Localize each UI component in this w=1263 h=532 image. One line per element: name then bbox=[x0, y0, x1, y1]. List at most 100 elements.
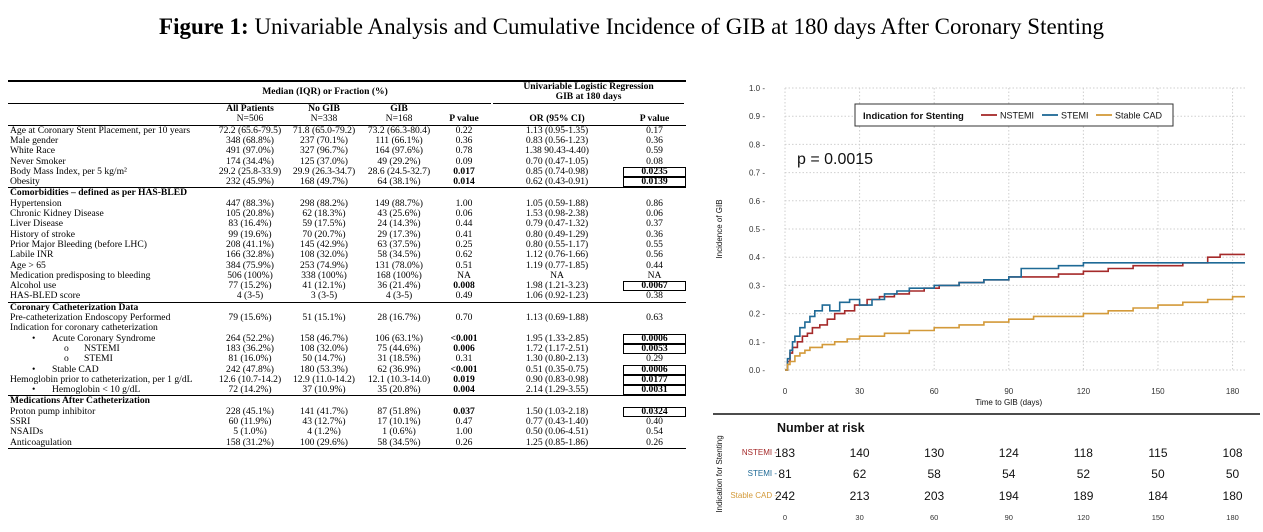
cell-nogib: 298 (88.2%) bbox=[300, 198, 348, 209]
table-row: • Acute Coronary Syndrome 264 (52.2%) 158 (… bbox=[8, 334, 686, 344]
row-label-text: Age at Coronary Stent Placement, per 10 … bbox=[10, 125, 191, 136]
row-label-text: Acute Coronary Syndrome bbox=[52, 333, 156, 344]
cell-all: 60 (11.9%) bbox=[228, 417, 272, 427]
y-tick-label: 0.6 - bbox=[749, 197, 765, 206]
row-label-text: Hypertension bbox=[10, 198, 62, 209]
cell-gib: 35 (20.8%) bbox=[377, 385, 421, 396]
header-p2: P value bbox=[623, 103, 687, 126]
cell-or: 1.06 (0.92-1.23) bbox=[525, 291, 589, 302]
cell-or: 0.50 (0.06-4.51) bbox=[525, 427, 589, 438]
cell-p: 0.44 bbox=[455, 219, 473, 230]
risk-count: 54 bbox=[1002, 467, 1016, 481]
cell-p2: 0.0067 bbox=[623, 281, 686, 291]
table-row: Obesity 232 (45.9%) 168 (49.7%) 64 (38.1%) 0… bbox=[8, 177, 686, 188]
row-label: o STEMI bbox=[8, 354, 213, 364]
cell-nogib: 4 (1.2%) bbox=[307, 427, 341, 438]
cell-p2: 0.54 bbox=[646, 427, 663, 438]
cell-gib: 24 (14.3%) bbox=[377, 219, 421, 230]
cell-all: 83 (16.4%) bbox=[228, 219, 272, 230]
cell-or: 1.50 (1.03-2.18) bbox=[525, 406, 589, 417]
cell-p2: 0.40 bbox=[646, 417, 663, 427]
risk-row-label: STEMI - bbox=[748, 469, 778, 478]
x-tick-label: 0 bbox=[783, 387, 788, 396]
cell-gib: 31 (18.5%) bbox=[377, 354, 421, 365]
row-label-text: STEMI bbox=[84, 354, 113, 365]
table-row: Never Smoker 174 (34.4%) 125 (37.0%) 49 (29… bbox=[8, 157, 686, 167]
cell-p: 0.037 bbox=[453, 406, 475, 417]
cell-p2: 0.44 bbox=[646, 260, 663, 271]
table-row: History of stroke 99 (19.6%) 70 (20.7%) 29 … bbox=[8, 230, 686, 240]
cell-all: 77 (15.2%) bbox=[228, 281, 272, 292]
cell-p: <0.001 bbox=[450, 333, 478, 344]
risk-x-tick-label: 90 bbox=[1005, 513, 1013, 522]
table-row: Body Mass Index, per 5 kg/m² 29.2 (25.8-3… bbox=[8, 167, 686, 177]
cell-p2: 0.38 bbox=[646, 291, 663, 302]
row-label-text: History of stroke bbox=[10, 229, 76, 240]
risk-count: 52 bbox=[1077, 467, 1091, 481]
cell-all: 81 (16.0%) bbox=[228, 354, 272, 365]
cell-or: 1.53 (0.98-2.38) bbox=[525, 209, 589, 220]
cell-all: 12.6 (10.7-14.2) bbox=[218, 374, 282, 385]
row-label: SSRI bbox=[8, 417, 213, 427]
risk-x-tick-label: 60 bbox=[930, 513, 938, 522]
row-label-text: Obesity bbox=[10, 177, 40, 188]
cell-all: 5 (1.0%) bbox=[233, 427, 267, 438]
table-row: White Race 491 (97.0%) 327 (96.7%) 164 (97.… bbox=[8, 146, 686, 156]
row-label-text: Liver Disease bbox=[10, 219, 64, 230]
row-label-text: Never Smoker bbox=[10, 156, 66, 167]
risk-count: 108 bbox=[1223, 446, 1243, 460]
cell-gib: 131 (78.0%) bbox=[375, 260, 423, 271]
cell-nogib bbox=[287, 323, 361, 333]
cell-or: 1.95 (1.33-2.85) bbox=[525, 333, 589, 344]
cell-all: 447 (88.3%) bbox=[226, 198, 274, 209]
legend-label: Stable CAD bbox=[1115, 111, 1163, 121]
section-header: Coronary Catheterization Data bbox=[8, 301, 687, 314]
cell-p: 0.47 bbox=[455, 417, 473, 427]
table-row: • Stable CAD 242 (47.8%) 180 (53.3%) 62 (36.… bbox=[8, 365, 686, 375]
row-label-text: Stable CAD bbox=[52, 364, 99, 375]
risk-row-label: Stable CAD - bbox=[730, 491, 777, 500]
risk-x-tick-label: 0 bbox=[783, 513, 787, 522]
header-blank bbox=[8, 80, 213, 104]
risk-table-title: Number at risk bbox=[777, 421, 865, 435]
cell-all: 174 (34.4%) bbox=[226, 156, 274, 167]
cell-nogib: 62 (18.3%) bbox=[302, 209, 346, 220]
cell-p: 0.006 bbox=[453, 343, 475, 354]
cell-p2: 0.0053 bbox=[623, 344, 686, 354]
cell-gib: 17 (10.1%) bbox=[377, 417, 421, 427]
cell-or: 1.12 (0.76-1.66) bbox=[525, 250, 589, 261]
x-axis-label: Time to GIB (days) bbox=[975, 398, 1042, 407]
table-row: Anticoagulation 158 (31.2%) 100 (29.6%) 58 … bbox=[8, 437, 687, 449]
header-gib-n: N=168 bbox=[385, 113, 413, 125]
row-label-text: Age > 65 bbox=[10, 260, 46, 271]
table-row: Liver Disease 83 (16.4%) 59 (17.5%) 24 (14.… bbox=[8, 219, 686, 229]
cell-all: 29.2 (25.8-33.9) bbox=[218, 166, 282, 177]
row-label-text: NSTEMI bbox=[84, 343, 120, 354]
row-label: Indication for coronary catheterization bbox=[8, 323, 213, 333]
cell-p2: 0.17 bbox=[646, 125, 663, 136]
x-tick-label: 150 bbox=[1151, 387, 1165, 396]
cell-nogib: 51 (15.1%) bbox=[302, 313, 346, 324]
series-line-stemi bbox=[785, 262, 1245, 371]
cell-p: <0.001 bbox=[450, 364, 478, 375]
cell-nogib: 59 (17.5%) bbox=[302, 219, 346, 230]
cell-p: 0.019 bbox=[453, 374, 475, 385]
table-row: Age at Coronary Stent Placement, per 10 … bbox=[8, 125, 686, 136]
header-or: OR (95% CI) bbox=[491, 103, 624, 126]
table-row: Age > 65 384 (75.9%) 253 (74.9%) 131 (78.0%… bbox=[8, 261, 686, 271]
risk-count: 184 bbox=[1148, 489, 1168, 503]
risk-x-tick-label: 120 bbox=[1077, 513, 1090, 522]
cell-gib: 28.6 (24.5-32.7) bbox=[367, 166, 431, 177]
univariable-table: Median (IQR) or Fraction (%) Univariable… bbox=[8, 80, 687, 449]
row-label-text: Labile INR bbox=[10, 250, 54, 261]
cell-p: NA bbox=[457, 270, 471, 281]
cell-nogib: 125 (37.0%) bbox=[300, 156, 348, 167]
table-row: Medication predisposing to bleeding 506 (… bbox=[8, 271, 686, 281]
cell-gib: 149 (88.7%) bbox=[375, 198, 423, 209]
table-row: Alcohol use 77 (15.2%) 41 (12.1%) 36 (21.4%… bbox=[8, 281, 686, 291]
table-body: Age at Coronary Stent Placement, per 10 … bbox=[8, 125, 687, 449]
table-row: NSAIDs 5 (1.0%) 4 (1.2%) 1 (0.6%) 1.00 0.50 (… bbox=[8, 427, 686, 437]
cell-p2: 0.37 bbox=[646, 219, 663, 230]
cell-all: 79 (15.6%) bbox=[228, 313, 272, 324]
row-label: Labile INR bbox=[8, 250, 213, 260]
